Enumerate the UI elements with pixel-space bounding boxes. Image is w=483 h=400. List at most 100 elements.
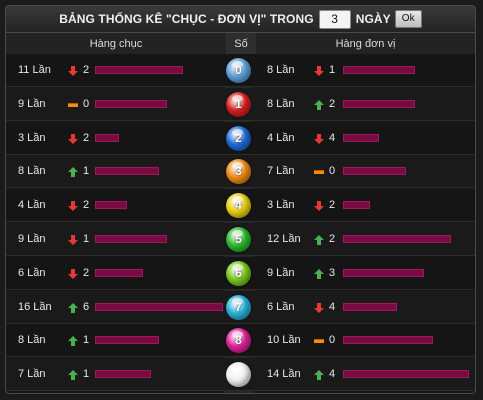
tens-count: 6 Lần xyxy=(18,266,46,279)
units-count: 10 Lần xyxy=(267,334,301,347)
tens-bar xyxy=(95,99,167,108)
days-label: NGÀY xyxy=(355,12,391,26)
arrow-up-icon xyxy=(314,268,324,279)
tens-change: 1 xyxy=(83,368,90,381)
digit-ball: 6 xyxy=(226,260,251,286)
tens-change: 2 xyxy=(83,199,90,212)
digit-ball: 8 xyxy=(226,328,251,354)
digit-ball: 7 xyxy=(226,294,251,320)
table-row: 6 Lần 2 6 9 Lần 3 xyxy=(6,256,475,290)
arrow-up-icon xyxy=(314,235,324,245)
units-count: 14 Lần xyxy=(267,368,301,381)
table-row: 9 Lần 1 5 12 Lần 2 xyxy=(6,223,475,256)
arrow-up-icon xyxy=(68,370,78,381)
units-bar xyxy=(343,133,379,142)
table-row: 8 Lần 1 8 10 Lần 0 xyxy=(6,324,475,358)
digit-label: 0 xyxy=(235,63,242,77)
units-change: 0 xyxy=(329,334,336,347)
units-count: 3 Lần xyxy=(267,199,295,212)
units-change: 4 xyxy=(329,368,336,381)
units-change: 2 xyxy=(329,233,336,245)
digit-label: 3 xyxy=(235,164,242,179)
tens-change: 1 xyxy=(83,233,90,245)
units-change: 2 xyxy=(329,199,336,212)
digit-ball: 2 xyxy=(226,125,251,151)
arrow-up-icon xyxy=(314,99,324,110)
tens-bar xyxy=(95,336,159,345)
arrow-up-icon xyxy=(314,370,324,381)
table-row: 16 Lần 6 7 6 Lần 4 xyxy=(6,290,475,324)
stats-panel: BẢNG THỐNG KÊ "CHỤC - ĐƠN VỊ" TRONG 3 NG… xyxy=(5,5,476,394)
units-count: 8 Lần xyxy=(267,97,295,110)
table-row: 9 Lần 0 1 8 Lần 2 xyxy=(6,87,475,121)
arrow-down-icon xyxy=(314,66,324,76)
tens-count: 4 Lần xyxy=(18,199,46,212)
units-change: 3 xyxy=(329,266,336,279)
tens-count: 3 Lần xyxy=(18,131,46,144)
units-bar xyxy=(343,370,469,379)
tens-change: 6 xyxy=(83,300,90,313)
column-header-tens: Hàng chục xyxy=(89,37,143,50)
tens-bar xyxy=(95,302,223,311)
units-count: 4 Lần xyxy=(267,131,295,144)
table-row: 11 Lần 2 0 8 Lần 1 xyxy=(6,54,475,87)
arrow-up-icon xyxy=(68,336,78,347)
units-change: 0 xyxy=(329,165,336,178)
dash-icon xyxy=(314,339,324,344)
units-count: 9 Lần xyxy=(267,266,295,279)
table-row: 8 Lần 1 3 7 Lần 0 xyxy=(6,155,475,189)
tens-bar xyxy=(95,201,127,210)
units-bar xyxy=(343,235,451,243)
tens-count: 11 Lần xyxy=(18,64,51,76)
table-row: 7 Lần 1 9 14 Lần 4 xyxy=(6,358,475,392)
digit-label: 7 xyxy=(235,299,242,314)
tens-count: 7 Lần xyxy=(18,368,46,381)
tens-bar xyxy=(95,268,143,277)
tens-count: 8 Lần xyxy=(18,165,46,178)
dash-icon xyxy=(314,170,324,175)
units-bar xyxy=(343,268,424,277)
digit-ball: 4 xyxy=(226,193,251,219)
units-bar xyxy=(343,167,406,176)
digit-label: 8 xyxy=(235,333,242,348)
tens-bar xyxy=(95,133,119,142)
tens-change: 1 xyxy=(83,165,90,178)
table-row: 3 Lần 2 2 4 Lần 4 xyxy=(6,121,475,155)
panel-title: BẢNG THỐNG KÊ "CHỤC - ĐƠN VỊ" TRONG xyxy=(59,12,314,26)
arrow-up-icon xyxy=(68,302,78,313)
tens-change: 2 xyxy=(83,131,90,144)
units-bar xyxy=(343,201,370,210)
tens-change: 2 xyxy=(83,266,90,279)
digit-label: 4 xyxy=(235,198,242,213)
tens-bar xyxy=(95,370,151,379)
digit-label: 9 xyxy=(235,367,242,381)
column-header-units: Hàng đơn vị xyxy=(335,37,396,50)
digit-ball: 1 xyxy=(226,91,251,117)
days-input[interactable]: 3 xyxy=(318,9,351,29)
arrow-up-icon xyxy=(68,167,78,178)
panel-header: BẢNG THỐNG KÊ "CHỤC - ĐƠN VỊ" TRONG 3 NG… xyxy=(6,6,475,33)
arrow-down-icon xyxy=(314,133,324,144)
digit-ball: 0 xyxy=(226,58,251,83)
ok-button[interactable]: Ok xyxy=(394,10,422,28)
arrow-down-icon xyxy=(68,268,78,279)
arrow-down-icon xyxy=(68,235,78,245)
table-row: 4 Lần 2 4 3 Lần 2 xyxy=(6,189,475,223)
units-count: 7 Lần xyxy=(267,165,295,178)
arrow-down-icon xyxy=(68,201,78,212)
tens-bar xyxy=(95,66,183,74)
units-bar xyxy=(343,66,415,74)
digit-label: 1 xyxy=(235,96,242,111)
tens-count: 16 Lần xyxy=(18,300,52,313)
digit-label: 5 xyxy=(235,232,242,246)
tens-count: 8 Lần xyxy=(18,334,46,347)
dash-icon xyxy=(68,102,78,107)
arrow-down-icon xyxy=(68,133,78,144)
units-count: 6 Lần xyxy=(267,300,295,313)
units-change: 4 xyxy=(329,131,336,144)
column-headers: Hàng chục Số Hàng đơn vị xyxy=(6,33,475,55)
arrow-down-icon xyxy=(314,201,324,212)
units-bar xyxy=(343,302,397,311)
units-change: 4 xyxy=(329,300,336,313)
column-header-digit: Số xyxy=(226,33,256,54)
